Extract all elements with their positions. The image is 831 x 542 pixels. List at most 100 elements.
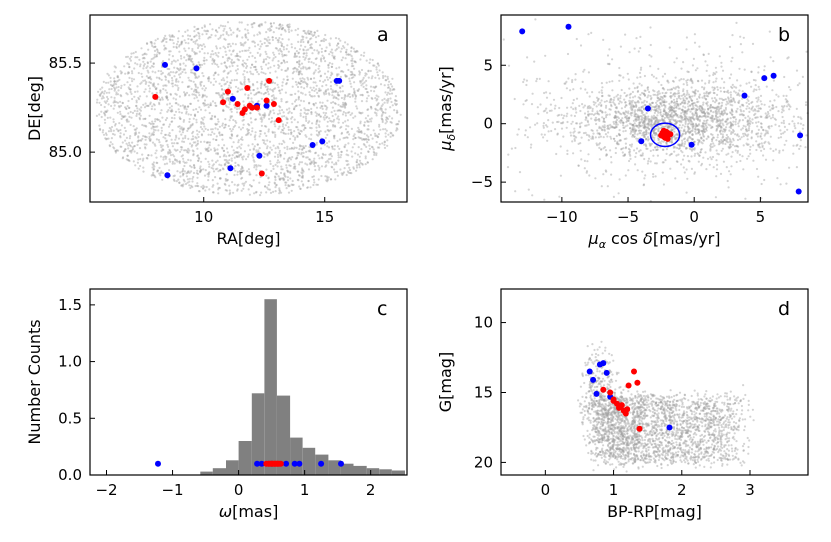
background-star	[678, 144, 681, 147]
background-star	[706, 101, 709, 104]
background-star	[350, 85, 353, 88]
background-star	[216, 148, 219, 151]
background-star	[194, 94, 197, 97]
background-star	[726, 117, 730, 120]
background-star	[98, 93, 101, 97]
background-star	[184, 93, 187, 96]
background-star	[337, 151, 340, 154]
background-star	[177, 86, 180, 90]
background-star	[730, 140, 733, 144]
background-star	[190, 38, 193, 41]
background-star	[618, 178, 621, 181]
background-star	[207, 173, 210, 176]
background-star	[184, 64, 187, 67]
background-star	[101, 131, 104, 134]
background-star	[207, 106, 210, 109]
background-star	[757, 110, 760, 113]
background-star	[224, 25, 227, 28]
background-star	[140, 72, 143, 75]
background-star	[298, 60, 301, 63]
background-star	[605, 81, 608, 84]
background-star	[185, 161, 188, 164]
background-star	[139, 63, 142, 66]
background-star	[579, 125, 582, 128]
background-star	[171, 55, 174, 58]
background-star	[389, 135, 392, 138]
background-star	[167, 145, 170, 148]
background-star	[364, 74, 367, 77]
background-star	[208, 77, 211, 80]
background-star	[310, 95, 313, 98]
background-star	[335, 67, 338, 70]
background-star	[258, 135, 261, 138]
background-star	[199, 169, 202, 173]
background-star	[300, 145, 303, 148]
background-star	[734, 120, 737, 123]
background-star	[681, 158, 685, 161]
background-star	[219, 169, 222, 172]
background-star	[308, 158, 311, 161]
background-star	[681, 132, 685, 135]
background-star	[299, 70, 302, 73]
background-star	[159, 91, 162, 94]
background-star	[711, 115, 714, 118]
background-star	[686, 83, 689, 87]
background-star	[315, 119, 319, 123]
background-star	[243, 70, 246, 73]
background-star	[267, 177, 270, 180]
background-star	[652, 148, 655, 152]
background-star	[253, 135, 256, 139]
background-star	[171, 82, 174, 85]
background-star	[158, 166, 161, 169]
background-star	[534, 123, 537, 126]
background-star	[220, 133, 223, 136]
background-star	[713, 96, 716, 100]
background-star	[236, 90, 239, 93]
background-star	[267, 62, 270, 65]
background-star	[119, 100, 122, 103]
background-star	[271, 36, 274, 39]
background-star	[341, 105, 345, 108]
background-star	[644, 144, 648, 147]
background-star	[151, 44, 154, 48]
background-star	[313, 31, 316, 34]
background-star	[669, 95, 672, 98]
background-star	[650, 117, 653, 120]
background-star	[749, 152, 752, 155]
background-star	[172, 175, 175, 178]
background-star	[239, 147, 242, 150]
background-star	[645, 129, 648, 132]
background-star	[149, 77, 152, 80]
background-star	[697, 123, 701, 126]
background-star	[169, 92, 172, 96]
background-star	[259, 175, 262, 179]
background-star	[181, 104, 185, 107]
background-star	[119, 110, 122, 113]
background-star	[204, 87, 207, 90]
background-star	[176, 160, 179, 163]
background-star	[296, 135, 299, 138]
background-star	[661, 119, 665, 122]
background-star	[220, 164, 223, 167]
background-star	[172, 97, 175, 100]
background-star	[391, 134, 394, 137]
background-star	[219, 24, 222, 27]
background-star	[152, 126, 155, 129]
background-star	[365, 134, 369, 137]
background-star	[283, 28, 286, 32]
background-star	[628, 103, 631, 106]
background-star	[183, 47, 186, 50]
background-star	[629, 127, 632, 130]
background-star	[140, 81, 143, 84]
background-star	[195, 39, 199, 42]
background-star	[639, 93, 642, 96]
background-star	[307, 168, 311, 171]
background-star	[168, 72, 171, 75]
background-star	[384, 75, 387, 78]
background-star	[688, 131, 691, 134]
background-star	[157, 83, 160, 86]
background-star	[179, 127, 182, 130]
background-star	[239, 172, 242, 175]
background-star	[652, 175, 655, 178]
background-star	[274, 125, 277, 128]
